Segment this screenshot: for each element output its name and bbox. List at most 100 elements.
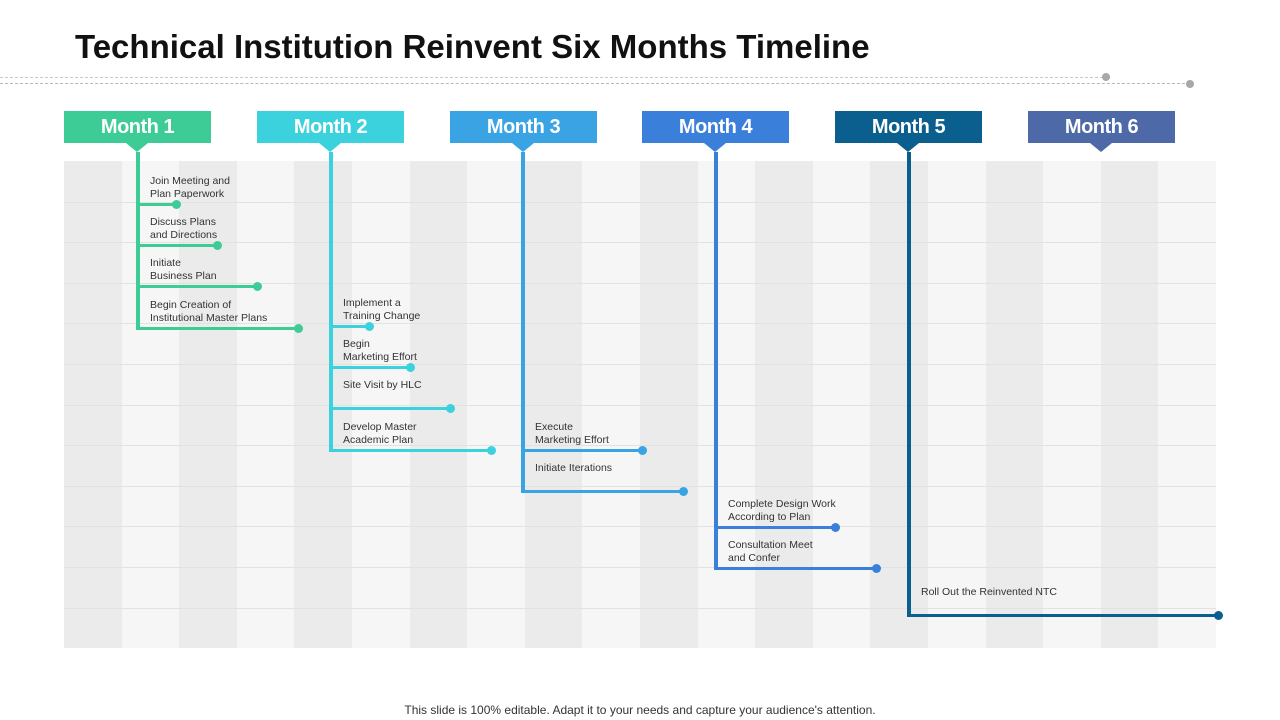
task-label: Join Meeting and Plan Paperwork xyxy=(150,175,230,201)
grid-stripe xyxy=(524,161,583,648)
task-marker-dot xyxy=(831,523,840,532)
task-text-line: Discuss Plans xyxy=(150,216,216,229)
task-label: Complete Design Work According to Plan xyxy=(728,498,836,524)
month-arrow xyxy=(704,143,726,152)
task-label: Execute Marketing Effort xyxy=(535,421,609,447)
month-track-line xyxy=(714,152,718,571)
task-text-line: Business Plan xyxy=(150,270,217,283)
grid-line xyxy=(64,201,1216,203)
task-text-line: Execute xyxy=(535,421,573,433)
task-label: Discuss Plans and Directions xyxy=(150,216,217,242)
task-text-line: Initiate Iterations xyxy=(535,462,613,475)
month-header: Month 5 xyxy=(835,111,982,143)
task-label: Consultation Meet and Confer xyxy=(728,539,813,565)
timeline-grid xyxy=(64,161,1216,648)
task-marker-dot xyxy=(679,487,688,497)
task-label: Begin Creation of Institutional Master Pl… xyxy=(150,299,267,325)
task-marker-dot xyxy=(365,322,374,331)
task-connector xyxy=(907,614,1217,617)
task-text-line: Marketing Effort xyxy=(343,351,417,364)
task-connector xyxy=(714,567,875,571)
grid-line xyxy=(64,282,1216,284)
grid-stripe xyxy=(294,161,352,648)
task-marker-dot xyxy=(294,323,303,333)
task-text-line: and Directions xyxy=(150,229,218,242)
footer-note: This slide is 100% editable. Adapt it to… xyxy=(404,703,876,717)
task-connector xyxy=(714,526,834,529)
month-header: Month 4 xyxy=(642,111,789,143)
task-connector xyxy=(136,285,256,289)
task-connector xyxy=(521,449,641,452)
month-label: Month 5 xyxy=(871,115,946,138)
task-label: Roll Out the Reinvented NTC xyxy=(921,586,1057,599)
grid-stripe xyxy=(985,161,1044,648)
task-connector xyxy=(329,407,449,411)
month-label: Month 4 xyxy=(678,115,753,138)
month-arrow xyxy=(319,143,341,152)
grid-line xyxy=(64,567,1216,568)
grid-line xyxy=(64,445,1216,447)
task-marker-dot xyxy=(406,363,415,373)
task-text-line: Marketing Effort xyxy=(535,434,609,446)
month-label: Month 3 xyxy=(486,115,561,138)
month-arrow xyxy=(1090,143,1112,152)
month-label: Month 6 xyxy=(1064,115,1139,138)
month-track-line xyxy=(136,152,140,330)
task-connector xyxy=(329,325,368,328)
grid-line xyxy=(64,404,1216,406)
divider-line xyxy=(0,77,1108,78)
month-track-line xyxy=(521,152,525,494)
task-label: Begin Marketing Effort xyxy=(343,338,417,364)
task-text-line: Develop Master xyxy=(343,420,417,433)
task-text-line: Institutional Master Plans xyxy=(150,311,268,324)
task-text-line: Implement a xyxy=(343,297,401,309)
task-marker-dot xyxy=(638,446,647,455)
task-connector xyxy=(136,203,175,206)
grid-stripe xyxy=(755,161,813,648)
grid-stripe xyxy=(409,161,468,648)
task-text-line: Complete Design Work xyxy=(728,498,836,510)
task-marker-dot xyxy=(213,241,222,251)
month-header: Month 2 xyxy=(257,111,404,143)
grid-line xyxy=(64,242,1216,244)
task-text-line: Initiate xyxy=(150,257,181,270)
grid-stripe xyxy=(640,161,698,648)
task-text-line: Begin Creation of xyxy=(150,298,232,311)
task-connector xyxy=(136,326,297,330)
divider-knob xyxy=(1102,73,1110,81)
task-text-line: Roll Out the Reinvented NTC xyxy=(921,586,1057,598)
grid-stripe xyxy=(179,161,237,648)
task-text-line: Join Meeting and xyxy=(150,175,230,187)
month-arrow xyxy=(126,143,148,152)
grid-line xyxy=(64,526,1216,528)
grid-stripe xyxy=(1100,161,1159,648)
task-text-line: Begin xyxy=(343,338,370,351)
grid-stripe xyxy=(64,161,122,648)
task-text-line: Site Visit by HLC xyxy=(343,379,422,392)
month-track-line xyxy=(907,152,911,617)
divider-knob xyxy=(1186,80,1194,88)
month-header: Month 3 xyxy=(450,111,597,143)
task-label: Initiate Iterations xyxy=(535,462,612,475)
grid-line xyxy=(64,485,1216,487)
task-marker-dot xyxy=(172,200,181,209)
task-label: Initiate Business Plan xyxy=(150,257,217,283)
task-connector xyxy=(329,448,490,452)
task-label: Site Visit by HLC xyxy=(343,379,422,392)
grid-line xyxy=(64,323,1216,325)
task-connector xyxy=(329,366,409,370)
task-label: Implement a Training Change xyxy=(343,297,420,323)
task-marker-dot xyxy=(1214,611,1223,620)
task-connector xyxy=(136,244,216,248)
month-header: Month 6 xyxy=(1028,111,1175,143)
task-text-line: According to Plan xyxy=(728,511,811,523)
month-track-line xyxy=(329,152,333,452)
month-arrow xyxy=(897,143,919,152)
page-title: Technical Institution Reinvent Six Month… xyxy=(75,28,870,65)
month-label: Month 2 xyxy=(293,115,368,138)
grid-line xyxy=(64,364,1216,365)
task-label: Develop Master Academic Plan xyxy=(343,421,417,447)
task-text-line: and Confer xyxy=(728,552,780,565)
task-connector xyxy=(521,490,682,494)
task-text-line: Plan Paperwork xyxy=(150,188,225,200)
